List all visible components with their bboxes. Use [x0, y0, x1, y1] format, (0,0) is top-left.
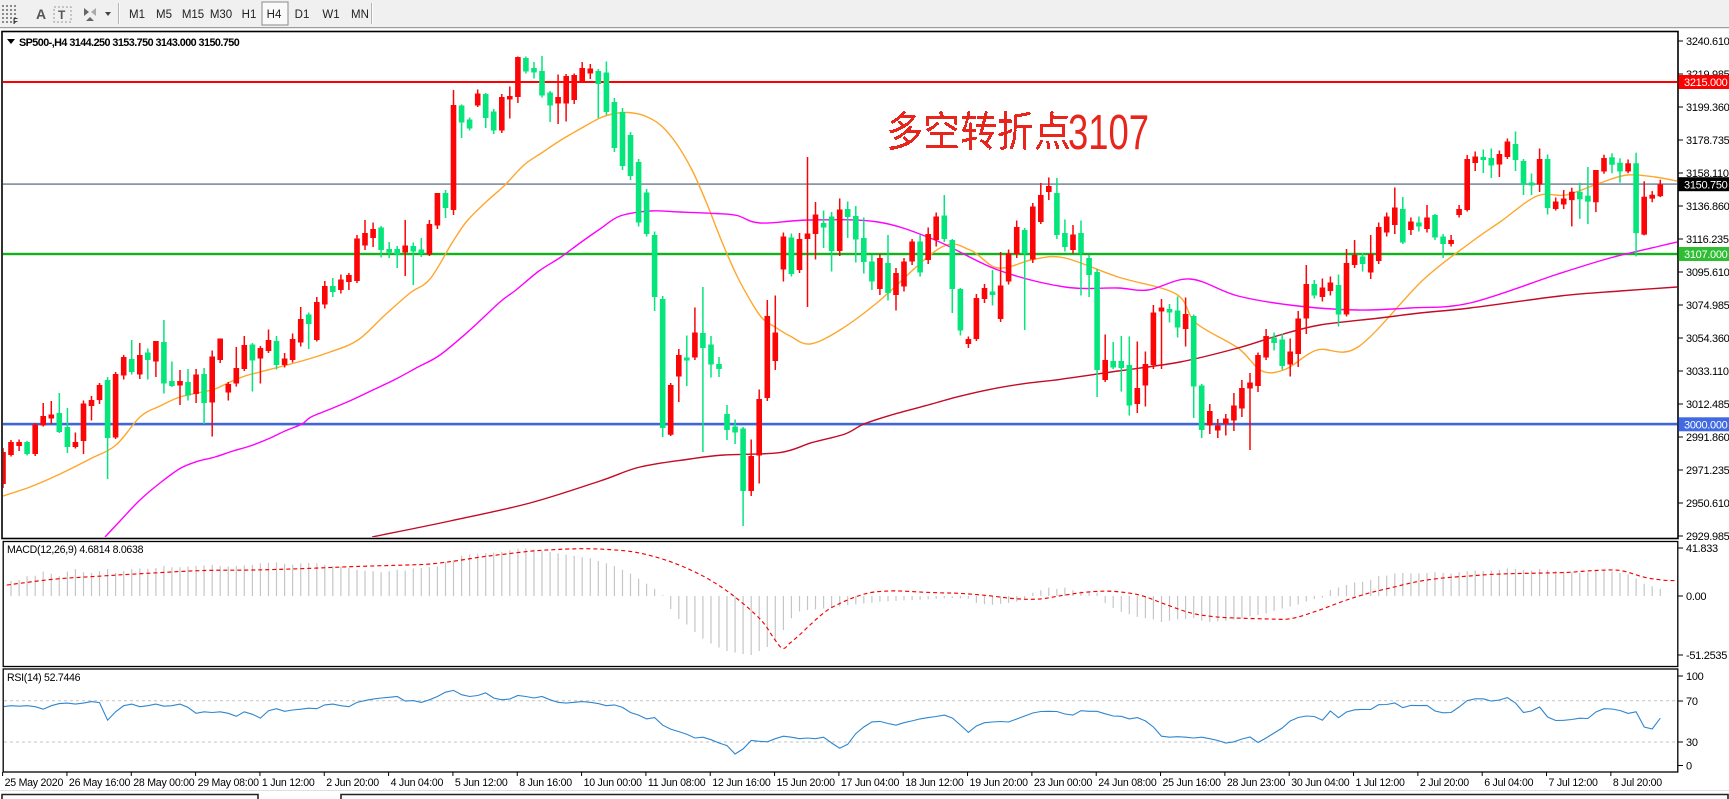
svg-text:5 Jun 12:00: 5 Jun 12:00	[455, 777, 508, 789]
svg-text:30 Jun 04:00: 30 Jun 04:00	[1291, 777, 1350, 789]
svg-text:W1: W1	[322, 9, 339, 21]
svg-text:3199.360: 3199.360	[1686, 102, 1729, 114]
svg-text:H4: H4	[267, 9, 282, 21]
svg-text:26 May 16:00: 26 May 16:00	[69, 777, 131, 789]
svg-text:12 Jun 16:00: 12 Jun 16:00	[712, 777, 771, 789]
svg-text:2950.610: 2950.610	[1686, 498, 1729, 510]
svg-text:3116.235: 3116.235	[1686, 234, 1729, 246]
svg-text:10 Jun 00:00: 10 Jun 00:00	[584, 777, 643, 789]
svg-text:28 May 00:00: 28 May 00:00	[133, 777, 195, 789]
svg-text:30: 30	[1686, 737, 1698, 749]
svg-text:M5: M5	[156, 9, 172, 21]
svg-text:3012.485: 3012.485	[1686, 399, 1729, 411]
svg-text:24 Jun 08:00: 24 Jun 08:00	[1098, 777, 1157, 789]
svg-text:2 Jun 20:00: 2 Jun 20:00	[326, 777, 379, 789]
svg-text:8 Jul 20:00: 8 Jul 20:00	[1613, 777, 1662, 789]
svg-text:3095.610: 3095.610	[1686, 267, 1729, 279]
svg-text:17 Jun 04:00: 17 Jun 04:00	[841, 777, 900, 789]
svg-text:100: 100	[1686, 671, 1704, 683]
svg-text:4 Jun 04:00: 4 Jun 04:00	[391, 777, 444, 789]
svg-text:-51.2535: -51.2535	[1686, 650, 1727, 662]
svg-text:3158.110: 3158.110	[1686, 168, 1729, 180]
svg-text:3150.750: 3150.750	[1684, 179, 1728, 191]
svg-text:3054.360: 3054.360	[1686, 333, 1729, 345]
svg-text:41.833: 41.833	[1686, 543, 1718, 555]
svg-text:SP500-,H4 3144.250 3153.750 3: SP500-,H4 3144.250 3153.750 3143.000 315…	[19, 37, 240, 49]
svg-text:70: 70	[1686, 696, 1698, 708]
svg-text:D1: D1	[295, 9, 310, 21]
svg-text:3136.860: 3136.860	[1686, 201, 1729, 213]
svg-text:18 Jun 12:00: 18 Jun 12:00	[905, 777, 964, 789]
svg-text:25 Jun 16:00: 25 Jun 16:00	[1163, 777, 1222, 789]
svg-text:11 Jun 08:00: 11 Jun 08:00	[648, 777, 706, 789]
svg-text:2991.860: 2991.860	[1686, 432, 1729, 444]
svg-text:25 May 2020: 25 May 2020	[5, 777, 64, 789]
svg-text:3240.610: 3240.610	[1686, 36, 1729, 48]
svg-text:8 Jun 16:00: 8 Jun 16:00	[519, 777, 572, 789]
svg-text:0: 0	[1686, 761, 1692, 773]
svg-text:H1: H1	[242, 9, 257, 21]
svg-text:MACD(12,26,9) 4.6814 8.0638: MACD(12,26,9) 4.6814 8.0638	[7, 544, 144, 556]
svg-text:M1: M1	[129, 9, 145, 21]
svg-text:2971.235: 2971.235	[1686, 465, 1729, 477]
svg-text:3178.735: 3178.735	[1686, 135, 1729, 147]
svg-text:M30: M30	[210, 9, 232, 21]
svg-text:2929.985: 2929.985	[1686, 531, 1729, 543]
svg-text:T: T	[58, 8, 66, 22]
svg-text:1 Jul 12:00: 1 Jul 12:00	[1356, 777, 1405, 789]
svg-text:1 Jun 12:00: 1 Jun 12:00	[262, 777, 315, 789]
svg-text:MN: MN	[351, 9, 369, 21]
svg-text:3033.110: 3033.110	[1686, 366, 1729, 378]
svg-text:19 Jun 20:00: 19 Jun 20:00	[970, 777, 1029, 789]
svg-text:3107: 3107	[1068, 106, 1149, 160]
svg-text:RSI(14) 52.7446: RSI(14) 52.7446	[7, 672, 81, 684]
svg-text:0.00: 0.00	[1686, 591, 1706, 603]
svg-text:23 Jun 00:00: 23 Jun 00:00	[1034, 777, 1093, 789]
svg-text:3215.000: 3215.000	[1684, 77, 1728, 89]
svg-text:3107.000: 3107.000	[1684, 249, 1728, 261]
svg-text:7 Jul 12:00: 7 Jul 12:00	[1549, 777, 1598, 789]
svg-text:M15: M15	[182, 9, 204, 21]
svg-text:3074.985: 3074.985	[1686, 300, 1729, 312]
svg-text:6 Jul 04:00: 6 Jul 04:00	[1484, 777, 1533, 789]
svg-text:2 Jul 20:00: 2 Jul 20:00	[1420, 777, 1469, 789]
svg-text:29 May 08:00: 29 May 08:00	[198, 777, 260, 789]
svg-text:15 Jun 20:00: 15 Jun 20:00	[777, 777, 836, 789]
svg-text:F: F	[13, 17, 18, 26]
svg-text:28 Jun 23:00: 28 Jun 23:00	[1227, 777, 1286, 789]
svg-text:3000.000: 3000.000	[1684, 420, 1728, 432]
svg-text:A: A	[36, 6, 46, 22]
